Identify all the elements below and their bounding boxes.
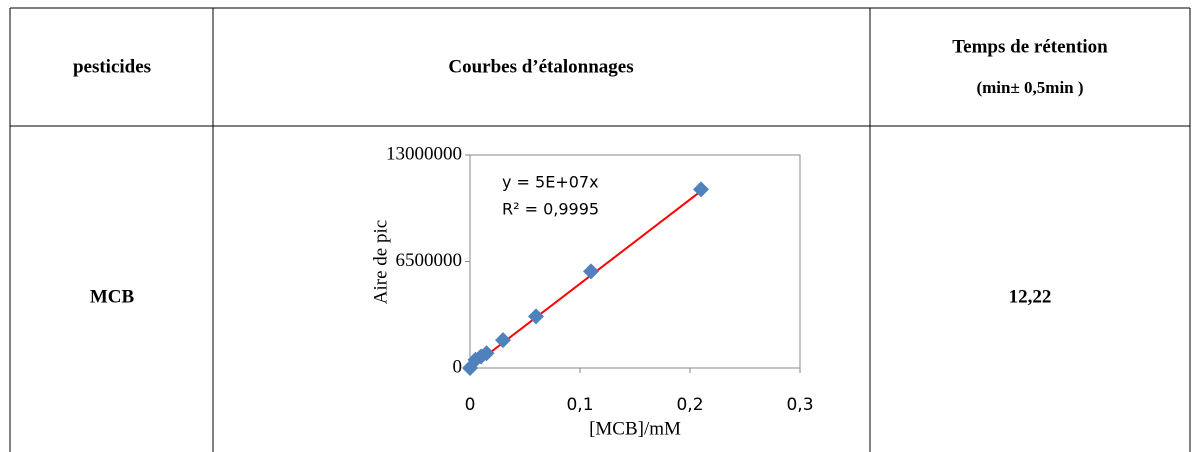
- point: [693, 181, 709, 198]
- point: [495, 332, 511, 349]
- x-axis-label: [MCB]/mM: [589, 418, 681, 439]
- annotation: R² = 0,9995: [502, 200, 599, 219]
- header-cell: Temps de rétention: [952, 36, 1108, 57]
- x-tick-label: 0,2: [676, 395, 703, 415]
- y-axis-label: Aire de pic: [370, 220, 391, 304]
- x-tick-label: 0,1: [566, 395, 593, 415]
- x-tick-label: 0,3: [786, 395, 813, 415]
- table-lines: [9, 7, 1191, 452]
- chart: 0 6500000 13000000 0 0,1 0,2 0,3 [MCB]/mM Aire d…: [370, 143, 813, 439]
- point: [528, 308, 544, 325]
- header-cell: pesticides: [73, 56, 151, 77]
- x-tick-label: 0: [465, 395, 476, 415]
- retention-time: 12,22: [1009, 286, 1052, 307]
- y-tick-label: 0: [453, 356, 463, 377]
- y-tick-label: 6500000: [396, 250, 463, 271]
- point: [478, 345, 495, 362]
- row-label: MCB: [90, 286, 135, 307]
- y-tick-label: 13000000: [386, 143, 462, 164]
- header-cell: Courbes d’étalonnages: [448, 56, 633, 77]
- point: [583, 263, 599, 280]
- annotation: y = 5E+07x: [502, 173, 599, 192]
- header-cell: (min± 0,5min ): [976, 78, 1083, 97]
